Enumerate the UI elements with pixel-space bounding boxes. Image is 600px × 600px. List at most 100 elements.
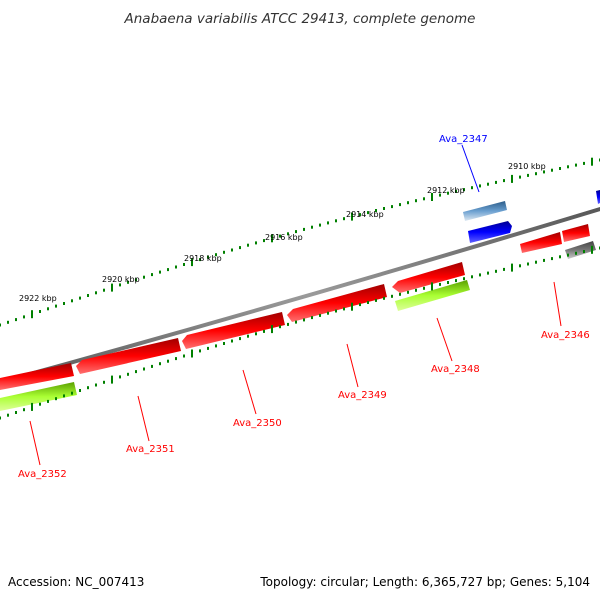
outer-ring-tick (199, 258, 201, 262)
inner-ring-tick (455, 279, 457, 283)
outer-ring-tick (367, 211, 369, 215)
inner-ring-tick (199, 349, 201, 353)
outer-ring-tick (447, 191, 449, 195)
inner-ring-tick (271, 325, 273, 334)
inner-ring-tick (367, 301, 369, 304)
outer-ring-tick (343, 217, 345, 221)
inner-ring-tick (287, 322, 289, 326)
outer-ring-tick (231, 248, 233, 252)
outer-ring-tick (223, 250, 225, 254)
plus-strand-features (463, 190, 600, 243)
gene-arrow-ava-2346-b[interactable] (562, 224, 590, 242)
outer-ring-tick (423, 197, 425, 201)
inner-ring-tick (495, 269, 497, 273)
gene-arrow-ava-2352[interactable] (0, 363, 74, 390)
outer-ring-tick (143, 275, 145, 279)
inner-ring-tick (135, 370, 137, 374)
inner-ring-tick (87, 386, 89, 390)
inner-ring-tick (247, 334, 249, 338)
tick-label-2910: 2910 kbp (508, 162, 546, 171)
inner-ring-tick (319, 313, 321, 317)
gene-arrow-ava-2351[interactable] (76, 338, 181, 374)
inner-ring-tick (159, 362, 161, 366)
outer-ring-tick (247, 243, 249, 247)
outer-ring-tick (191, 258, 193, 267)
outer-ring-tick (263, 239, 265, 243)
gene-label-ava-2346[interactable]: Ava_2346 (541, 330, 590, 341)
outer-ring-tick (415, 199, 417, 203)
outer-ring-tick (407, 201, 409, 205)
inner-ring-tick (559, 255, 561, 259)
outer-ring-tick (87, 294, 89, 297)
outer-ring-tick (455, 189, 457, 193)
inner-ring-tick (327, 311, 329, 315)
outer-ring-tick (287, 232, 289, 236)
gene-label-ava-2347[interactable]: Ava_2347 (439, 134, 488, 145)
gene-label-ava-2350[interactable]: Ava_2350 (233, 418, 282, 429)
inner-ring-tick (311, 316, 313, 320)
inner-tick-ring (0, 245, 600, 420)
gene-arrow-offscreen[interactable] (596, 190, 600, 204)
inner-ring-tick (351, 302, 353, 311)
outer-ring-tick (479, 184, 481, 188)
outer-ring-tick (519, 175, 521, 179)
inner-ring-tick (415, 288, 417, 292)
outer-ring-tick (463, 188, 465, 192)
inner-ring-tick (575, 251, 577, 255)
outer-ring-tick (159, 270, 161, 274)
outer-ring-tick (495, 180, 497, 184)
outer-ring-tick (103, 288, 105, 292)
inner-ring-tick (175, 357, 177, 361)
inner-ring-tick (191, 349, 193, 358)
cds-bar-ava-2352[interactable] (0, 382, 77, 411)
inner-ring-tick (591, 245, 593, 254)
callout-line-ava-2352 (29, 420, 41, 466)
inner-ring-tick (55, 397, 57, 401)
gene-arrow-ava-2348[interactable] (392, 262, 465, 293)
outer-ring-tick (0, 323, 1, 327)
inner-ring-tick (7, 413, 9, 417)
gene-label-ava-2351[interactable]: Ava_2351 (126, 444, 175, 455)
inner-ring-tick (343, 307, 345, 311)
inner-ring-tick (207, 346, 209, 350)
outer-ring-tick (439, 193, 441, 197)
outer-ring-tick (119, 283, 121, 287)
inner-ring-tick (303, 318, 305, 322)
inner-ring-tick (583, 250, 585, 253)
outer-ring-tick (303, 227, 305, 231)
cds-bar-ava-2346[interactable] (565, 241, 596, 259)
gene-label-ava-2349[interactable]: Ava_2349 (338, 390, 387, 401)
inner-ring-tick (375, 298, 377, 302)
callout-line-ava-2346 (553, 281, 562, 327)
outer-ring-tick (47, 307, 49, 311)
gene-arrow-ava-2349[interactable] (287, 284, 387, 322)
outer-ring-tick (591, 157, 593, 166)
outer-ring-tick (151, 273, 153, 277)
outer-ring-tick (527, 173, 529, 177)
outer-tick-ring (0, 157, 600, 327)
outer-ring-tick (7, 320, 9, 324)
gene-arrow-ava-2350[interactable] (182, 312, 285, 349)
outer-ring-tick (239, 246, 241, 250)
outer-ring-tick (39, 310, 41, 313)
gene-arrow-ava-2347[interactable] (468, 221, 512, 243)
inner-ring-tick (431, 282, 433, 291)
inner-ring-tick (295, 320, 297, 324)
outer-ring-tick (79, 296, 81, 300)
inner-ring-tick (527, 262, 529, 266)
gene-label-ava-2352[interactable]: Ava_2352 (18, 469, 67, 480)
gene-arrow-ava-2346[interactable] (520, 232, 562, 253)
outer-ring-tick (551, 168, 553, 172)
cds-bar-ava-2348[interactable] (395, 280, 470, 311)
inner-ring-tick (255, 332, 257, 336)
gene-label-ava-2348[interactable]: Ava_2348 (431, 364, 480, 375)
outer-ring-tick (391, 205, 393, 209)
inner-ring-tick (503, 267, 505, 271)
inner-ring-tick (391, 294, 393, 298)
outer-ring-tick (583, 161, 585, 165)
inner-ring-tick (23, 408, 25, 412)
inner-ring-tick (103, 380, 105, 384)
outer-ring-tick (543, 170, 545, 174)
outer-ring-tick (175, 265, 177, 269)
cds-bar-ava-2347[interactable] (463, 201, 507, 221)
